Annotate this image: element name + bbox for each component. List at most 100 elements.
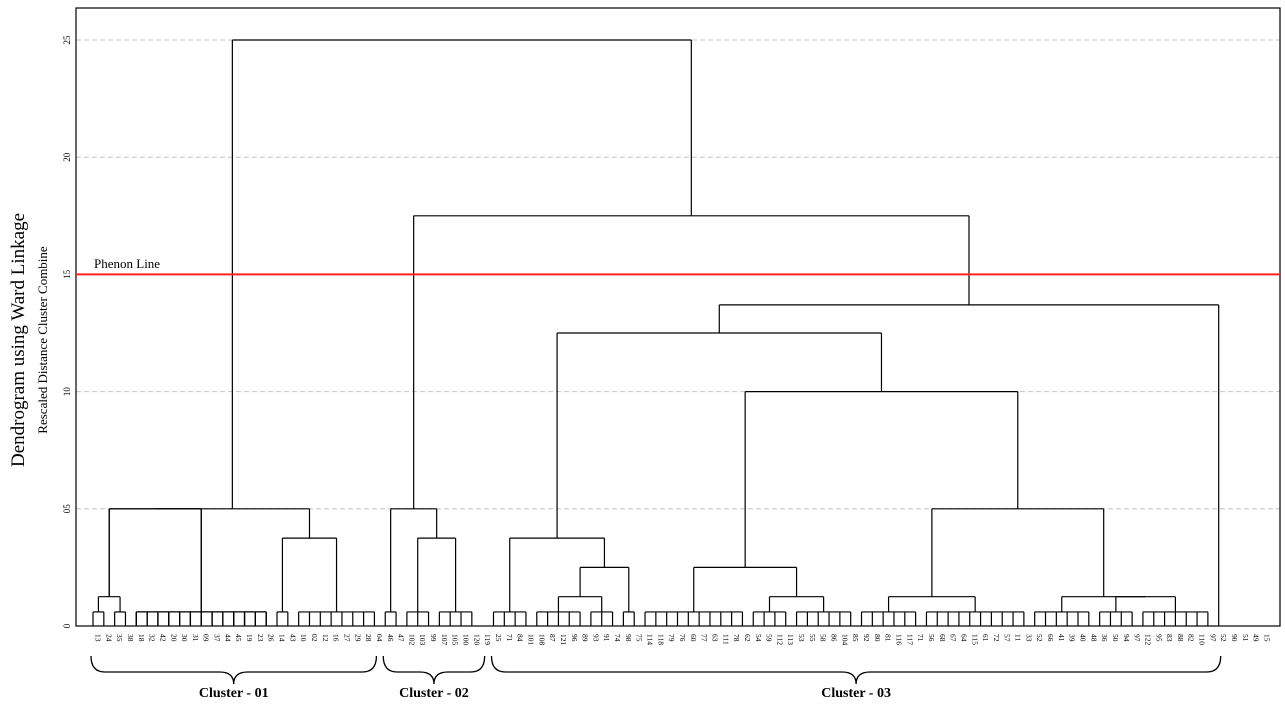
leaf-label: 105	[451, 634, 460, 646]
cluster-brace	[90, 655, 378, 685]
leaf-label: 48	[1089, 634, 1098, 642]
leaf-label: 63	[710, 634, 719, 642]
leaf-label: 14	[278, 634, 287, 642]
leaf-label: 30	[180, 634, 189, 642]
leaf-label: 10	[299, 634, 308, 642]
leaf-label: 121	[559, 634, 568, 646]
y-tick-label: 0	[62, 623, 72, 628]
leaf-label: 15	[1263, 634, 1272, 642]
cluster-label: Cluster - 01	[199, 686, 269, 701]
leaf-label: 47	[397, 634, 406, 642]
leaf-label: 108	[537, 634, 546, 646]
leaf-label: 45	[234, 634, 243, 642]
leaf-label: 59	[765, 634, 774, 642]
leaf-label: 82	[1187, 634, 1196, 642]
leaf-label: 28	[364, 634, 373, 642]
cluster-brace	[382, 655, 486, 685]
leaf-label: 44	[223, 634, 232, 642]
leaf-label: 75	[635, 634, 644, 642]
leaf-label: 23	[256, 634, 265, 642]
cluster-labels: Cluster - 01 Cluster - 02 Cluster - 03	[199, 686, 891, 701]
leaf-label: 101	[526, 634, 535, 646]
cluster-label: Cluster - 02	[399, 686, 469, 701]
y-tick-label: 25	[62, 35, 72, 45]
leaf-label: 118	[656, 634, 665, 645]
leaf-label: 66	[1046, 634, 1055, 642]
leaf-label: 20	[169, 634, 178, 642]
plot-frame	[75, 7, 1281, 627]
leaf-label: 52	[1035, 634, 1044, 642]
leaf-label: 12	[321, 634, 330, 642]
leaf-label: 77	[700, 634, 709, 642]
leaf-label: 54	[754, 634, 763, 642]
leaf-label: 53	[797, 634, 806, 642]
leaf-label: 116	[894, 634, 903, 645]
leaf-label: 91	[602, 634, 611, 642]
leaf-label: 99	[429, 634, 438, 642]
leaf-label: 31	[191, 634, 200, 642]
leaf-label: 35	[115, 634, 124, 642]
leaf-label: 104	[840, 634, 849, 646]
leaf-label: 110	[1198, 634, 1207, 645]
leaf-label: 89	[581, 634, 590, 642]
y-tick-label: 15	[62, 269, 72, 279]
leaf-label: 58	[819, 634, 828, 642]
leaf-label: 102	[407, 634, 416, 646]
leaf-label: 46	[386, 634, 395, 642]
leaf-label: 61	[981, 634, 990, 642]
leaf-label: 29	[353, 634, 362, 642]
leaf-label: 16	[332, 634, 341, 642]
leaf-label: 51	[1241, 634, 1250, 642]
y-tick-label: 10	[62, 387, 72, 397]
leaf-label: 88	[1176, 634, 1185, 642]
y-tick-label: 05	[62, 504, 72, 514]
leaf-label: 11	[1014, 634, 1023, 641]
leaf-label: 09	[202, 634, 211, 642]
leaf-label: 49	[1252, 634, 1261, 642]
y-axis-label: Rescaled Distance Cluster Combine	[35, 246, 50, 434]
leaf-label: 62	[743, 634, 752, 642]
leaf-label: 78	[732, 634, 741, 642]
leaf-label: 84	[516, 634, 525, 642]
leaf-label: 74	[613, 634, 622, 642]
leaf-label: 120	[472, 634, 481, 646]
leaf-label: 103	[418, 634, 427, 646]
leaf-label: 71	[916, 634, 925, 642]
leaf-label: 43	[288, 634, 297, 642]
chart-title: Dendrogram using Ward Linkage	[8, 213, 29, 467]
leaf-label: 67	[949, 634, 958, 642]
leaf-label: 119	[483, 634, 492, 645]
leaf-label: 96	[570, 634, 579, 642]
leaf-label: 41	[1057, 634, 1066, 642]
leaf-label: 97	[1133, 634, 1142, 642]
leaf-label: 114	[646, 634, 655, 645]
leaf-label: 97	[1208, 634, 1217, 642]
leaf-label: 42	[158, 634, 167, 642]
leaf-label: 90	[1230, 634, 1239, 642]
leaf-label: 39	[1068, 634, 1077, 642]
leaf-label: 60	[689, 634, 698, 642]
leaf-label: 64	[959, 634, 968, 642]
leaf-label: 68	[938, 634, 947, 642]
leaf-label: 50	[1111, 634, 1120, 642]
leaf-label: 111	[721, 634, 730, 645]
leaf-label: 95	[1154, 634, 1163, 642]
leaf-label: 76	[678, 634, 687, 642]
cluster-label: Cluster - 03	[821, 686, 891, 701]
y-axis-ticks: 0 05 10 15 20 25	[62, 35, 72, 628]
cluster-braces	[90, 655, 1222, 685]
leaf-label: 36	[1100, 634, 1109, 642]
leaf-label: 55	[808, 634, 817, 642]
leaf-label: 33	[1024, 634, 1033, 642]
leaf-label: 94	[1122, 634, 1131, 642]
leaf-labels: 13 24 35 38 18 32 42 20 30 31 09 37 44 45 19 23 26 14 43 10…	[94, 634, 1272, 646]
leaf-label: 19	[245, 634, 254, 642]
leaf-label: 24	[104, 634, 113, 642]
leaf-label: 115	[970, 634, 979, 645]
leaf-label: 13	[94, 634, 103, 642]
leaf-label: 52	[1219, 634, 1228, 642]
leaf-label: 25	[494, 634, 503, 642]
leaf-label: 57	[1003, 634, 1012, 642]
leaf-label: 02	[310, 634, 319, 642]
